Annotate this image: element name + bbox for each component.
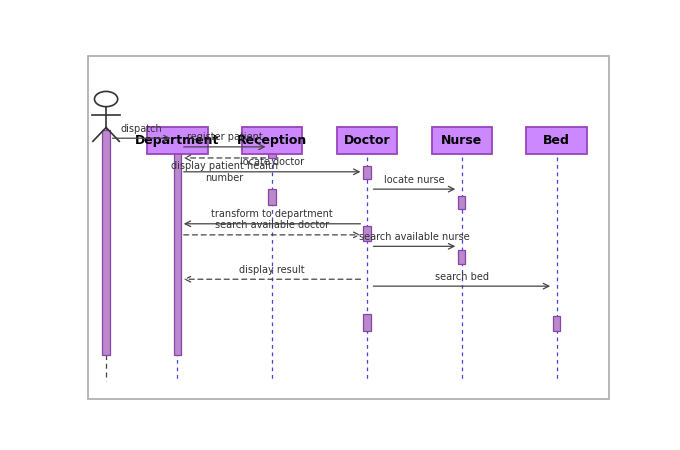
FancyBboxPatch shape	[363, 314, 371, 331]
Text: search bed: search bed	[435, 272, 489, 282]
FancyBboxPatch shape	[363, 166, 371, 180]
FancyBboxPatch shape	[147, 127, 207, 154]
FancyBboxPatch shape	[337, 127, 397, 154]
Text: register patient: register patient	[187, 132, 262, 142]
Text: Reception: Reception	[237, 134, 307, 147]
Text: display result: display result	[239, 265, 305, 274]
Text: locate doctor: locate doctor	[240, 158, 304, 167]
FancyBboxPatch shape	[458, 250, 466, 264]
Text: dispatch: dispatch	[121, 124, 163, 134]
FancyBboxPatch shape	[88, 56, 609, 399]
Text: locate nurse: locate nurse	[384, 175, 445, 184]
Text: search available nurse: search available nurse	[359, 232, 470, 242]
FancyBboxPatch shape	[269, 146, 276, 158]
Text: Doctor: Doctor	[343, 134, 390, 147]
FancyBboxPatch shape	[553, 315, 560, 331]
Text: Department: Department	[135, 134, 220, 147]
FancyBboxPatch shape	[242, 127, 303, 154]
Text: Bed: Bed	[543, 134, 570, 147]
Text: display patient health
number: display patient health number	[171, 162, 278, 183]
FancyBboxPatch shape	[269, 189, 276, 205]
FancyBboxPatch shape	[526, 127, 587, 154]
FancyBboxPatch shape	[432, 127, 492, 154]
FancyBboxPatch shape	[363, 225, 371, 241]
FancyBboxPatch shape	[173, 137, 181, 356]
FancyBboxPatch shape	[103, 130, 109, 356]
Text: transform to department: transform to department	[211, 209, 333, 219]
FancyBboxPatch shape	[458, 196, 466, 209]
Text: search available doctor: search available doctor	[215, 220, 329, 230]
Text: Nurse: Nurse	[441, 134, 482, 147]
